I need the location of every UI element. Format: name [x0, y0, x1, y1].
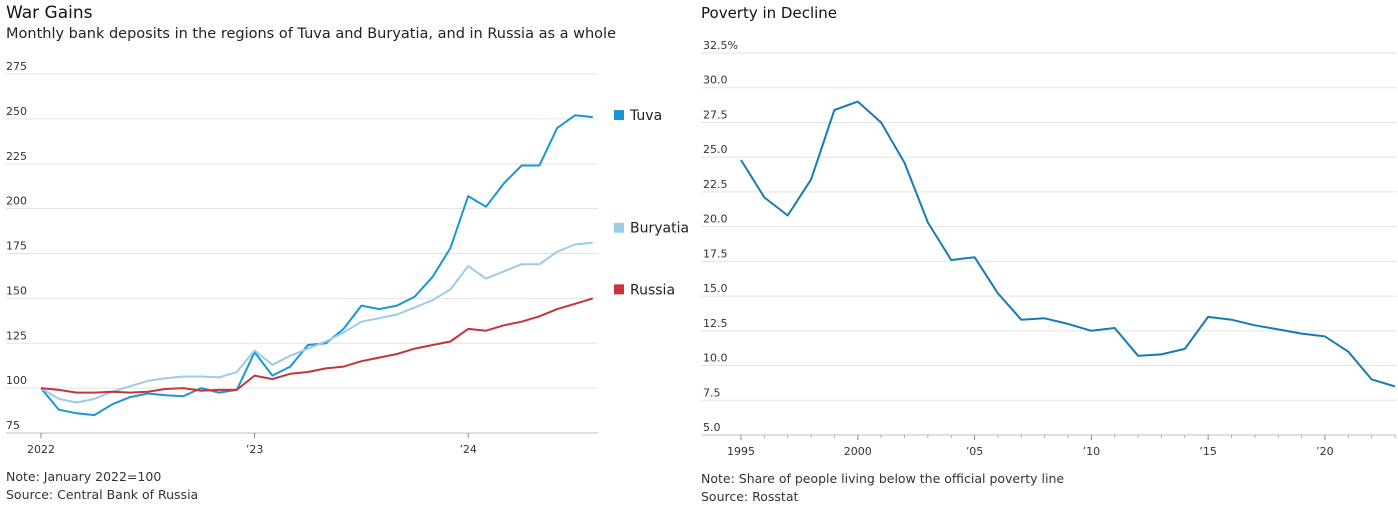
right-y-tick-label: 10.0: [703, 352, 728, 365]
left-chart-note: Note: January 2022=100: [6, 469, 162, 484]
left-legend-swatch-tuva: [614, 110, 624, 121]
right-chart-note: Note: Share of people living below the o…: [701, 471, 1065, 486]
right-chart-title: Poverty in Decline: [701, 4, 838, 22]
right-x-tick-label: ’20: [1316, 445, 1334, 458]
left-chart-subtitle: Monthly bank deposits in the regions of …: [6, 26, 616, 42]
right-y-tick-label: 20.0: [703, 213, 728, 226]
left-y-tick-label: 75: [6, 419, 20, 432]
left-y-tick-label: 125: [6, 329, 27, 342]
left-legend-label-tuva: Tuva: [629, 108, 662, 124]
left-legend-swatch-buryatia: [614, 222, 624, 233]
right-y-tick-label: 27.5: [703, 108, 728, 121]
left-y-tick-label: 100: [6, 374, 27, 387]
left-legend-label-buryatia: Buryatia: [630, 221, 689, 237]
right-y-tick-label: 12.5: [703, 317, 728, 330]
right-y-tick-label: 15.0: [703, 282, 728, 295]
right-x-tick-label: 1995: [727, 445, 755, 458]
right-y-tick-label: 25.0: [703, 143, 728, 156]
left-series-line-russia: [40, 297, 594, 394]
left-x-tick-label: ’23: [246, 443, 264, 456]
left-chart-source: Source: Central Bank of Russia: [6, 487, 199, 502]
left-y-tick-label: 175: [6, 240, 27, 253]
left-y-tick-label: 200: [6, 195, 27, 208]
right-series-line-poverty: [740, 100, 1396, 388]
right-y-tick-label: 30.0: [703, 74, 728, 87]
left-chart-title: War Gains: [6, 3, 93, 23]
right-chart-source: Source: Rosstat: [701, 489, 799, 504]
right-x-tick-label: 2000: [844, 445, 872, 458]
right-y-tick-label: 22.5: [703, 178, 728, 191]
left-x-tick-label: 2022: [27, 443, 55, 456]
left-y-tick-label: 275: [6, 60, 27, 73]
right-y-tick-label: 5.0: [703, 421, 721, 434]
right-x-tick-label: ’05: [966, 445, 984, 458]
left-y-tick-label: 225: [6, 150, 27, 163]
right-y-tick-label: 32.5%: [703, 39, 738, 52]
right-y-tick-label: 7.5: [703, 386, 721, 399]
left-x-tick-label: ’24: [459, 443, 477, 456]
left-y-tick-label: 150: [6, 284, 27, 297]
right-x-tick-label: ’10: [1083, 445, 1101, 458]
left-series-line-buryatia: [40, 241, 593, 404]
left-y-tick-label: 250: [6, 105, 27, 118]
left-legend-label-russia: Russia: [630, 282, 675, 298]
right-x-tick-label: ’15: [1199, 445, 1217, 458]
left-legend-swatch-russia: [614, 284, 624, 295]
right-y-tick-label: 17.5: [703, 247, 728, 260]
